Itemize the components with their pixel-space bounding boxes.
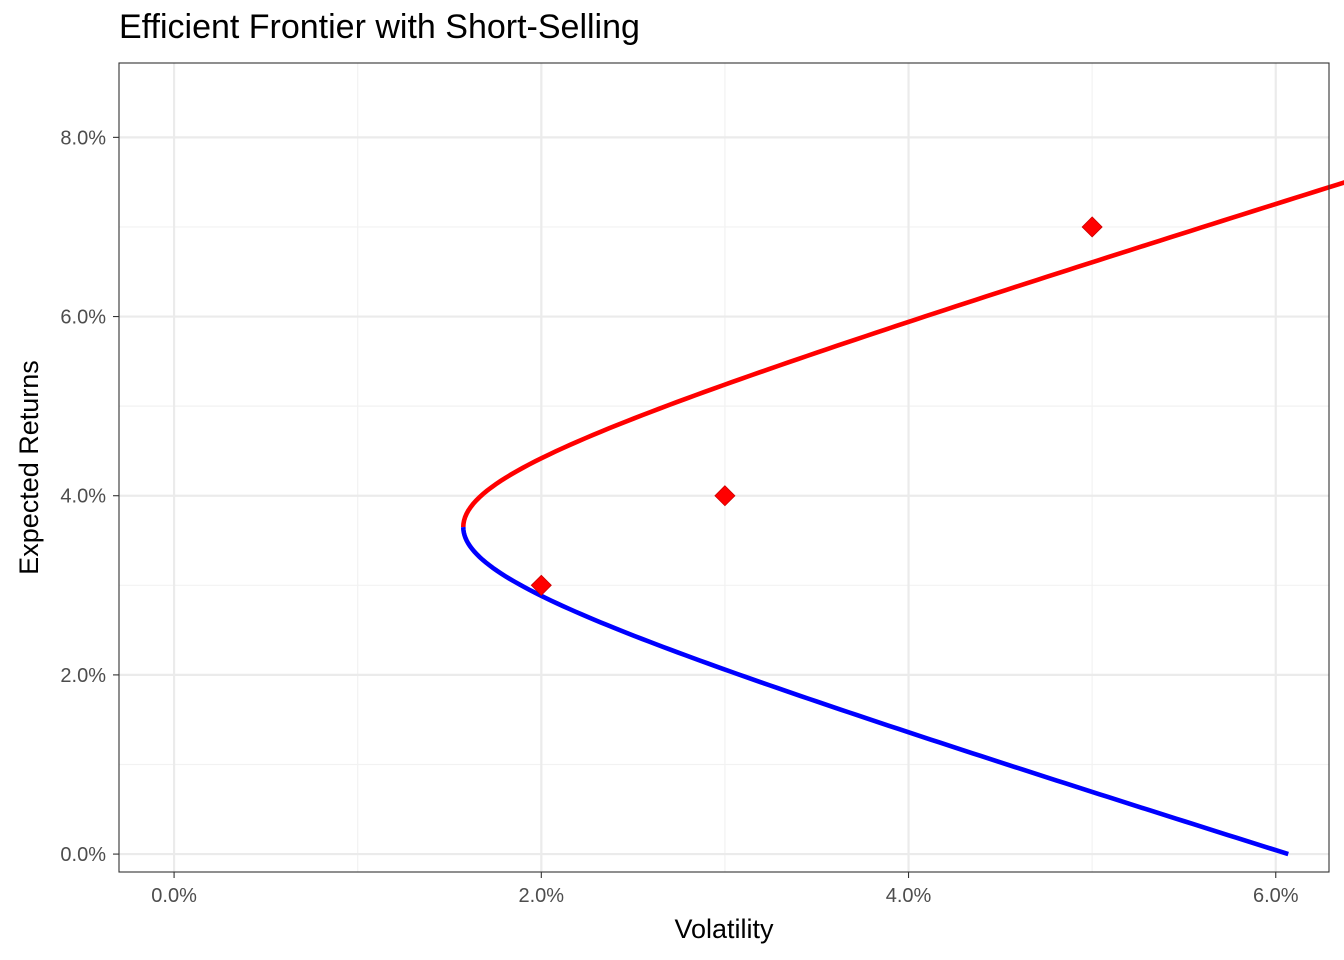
asset-point [1081, 216, 1103, 238]
asset-point [714, 485, 736, 507]
x-tick-label: 4.0% [886, 885, 932, 907]
efficient-frontier-line [460, 180, 1344, 528]
y-axis-title: Expected Returns [14, 360, 44, 575]
y-tick-label: 6.0% [60, 307, 106, 329]
y-tick-label: 0.0% [60, 844, 106, 866]
x-axis: 0.0% 2.0% 4.0% 6.0% [151, 872, 1299, 907]
frontier-curves [460, 180, 1344, 857]
x-tick-label: 6.0% [1253, 885, 1299, 907]
chart-title: Efficient Frontier with Short-Selling [119, 8, 640, 46]
plot-border [118, 62, 1330, 873]
plot-panel [119, 63, 1329, 872]
grid-minor [119, 63, 1329, 872]
x-axis-title: Volatility [674, 914, 774, 944]
y-tick-label: 8.0% [60, 127, 106, 149]
asset-point [530, 574, 552, 596]
x-tick-label: 2.0% [519, 885, 565, 907]
y-axis: 0.0% 2.0% 4.0% 6.0% 8.0% [60, 127, 119, 866]
asset-points [530, 216, 1103, 596]
y-tick-label: 4.0% [60, 486, 106, 508]
x-tick-label: 0.0% [151, 885, 197, 907]
inefficient-frontier-line [460, 526, 1289, 857]
y-tick-label: 2.0% [60, 665, 106, 687]
